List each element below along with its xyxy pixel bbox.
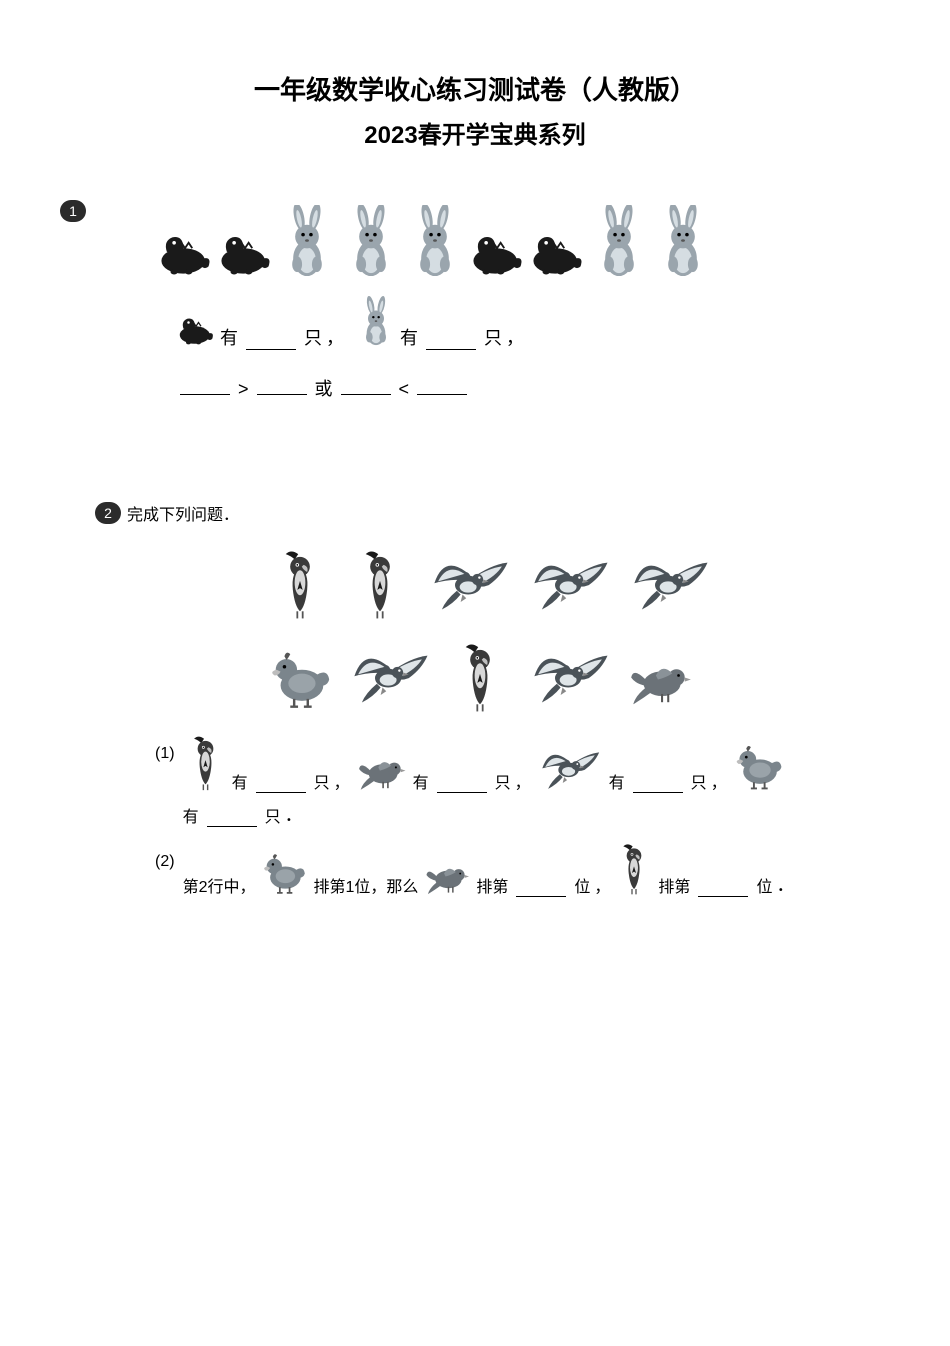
label-period: ．: [776, 871, 794, 897]
worksheet-subtitle: 2023春开学宝典系列: [50, 115, 900, 150]
blank-input[interactable]: [180, 377, 230, 395]
eagle-icon: [345, 630, 435, 715]
parrot-icon: [345, 547, 415, 622]
blank-input[interactable]: [417, 377, 467, 395]
q2-badge: 2: [95, 502, 121, 524]
label-has: 有: [220, 324, 238, 350]
parrot-icon: [445, 640, 515, 715]
question-1: 1 有 只 ， 有 只: [60, 200, 900, 401]
q2-grid-row-1: [265, 537, 900, 622]
label-unit: 只: [314, 769, 330, 793]
q2-sub2-content: 第2行中， 排第1位，那么 排第 位 ， 排第 位 ．: [183, 841, 795, 897]
label-comma: ，: [515, 769, 531, 793]
rabbit-icon: [588, 205, 650, 280]
eagle-icon: [625, 537, 715, 622]
parrot-icon: [265, 547, 335, 622]
label-has: 有: [609, 769, 625, 793]
dragon-icon: [176, 305, 216, 350]
q2-sub2-rank1: 排第1位，那么: [313, 873, 418, 897]
blank-input[interactable]: [256, 775, 306, 793]
label-comma: ，: [326, 324, 344, 350]
worksheet-header: 一年级数学收心练习测试卷（人教版） 2023春开学宝典系列: [50, 70, 900, 150]
label-unit: 只: [691, 769, 707, 793]
q1-badge: 1: [60, 200, 86, 222]
blank-input[interactable]: [633, 775, 683, 793]
blank-input[interactable]: [246, 332, 296, 350]
label-comma: ，: [594, 873, 610, 897]
gt-symbol: >: [238, 379, 249, 400]
parrot-icon: [183, 733, 228, 793]
blank-input[interactable]: [698, 879, 748, 897]
q1-animal-row: [156, 205, 900, 280]
label-unit: 只: [484, 324, 502, 350]
label-has: 有: [413, 769, 429, 793]
duck-icon: [731, 738, 786, 793]
rabbit-icon: [404, 205, 466, 280]
sparrow-icon: [354, 745, 409, 793]
rabbit-icon: [340, 205, 402, 280]
blank-input[interactable]: [437, 775, 487, 793]
label-comma: ，: [711, 769, 727, 793]
q2-prompt: 完成下列问题．: [127, 501, 239, 525]
rabbit-icon: [356, 295, 396, 350]
dragon-icon: [216, 220, 274, 280]
lt-symbol: <: [399, 379, 410, 400]
or-label: 或: [315, 375, 333, 401]
q2-sub1-label: (1): [155, 745, 175, 763]
q2-sub2-rankblank: 排第: [476, 873, 508, 897]
dragon-icon: [156, 220, 214, 280]
q2-sub1-content: 有 只 ， 有 只 ， 有 只 ， 有 只 ．: [183, 733, 900, 827]
sparrow-icon: [625, 640, 695, 715]
label-has: 有: [400, 324, 418, 350]
parrot-icon: [614, 841, 654, 897]
q2-sub2-label: (2): [155, 853, 175, 871]
sparrow-icon: [422, 853, 472, 897]
label-period: ．: [285, 801, 303, 827]
label-comma: ，: [506, 324, 524, 350]
q1-compare-line: > 或 <: [176, 375, 900, 401]
q2-grid-row-2: [265, 630, 900, 715]
q2-sub2-rankblank: 排第: [658, 873, 690, 897]
rabbit-icon: [276, 205, 338, 280]
duck-icon: [259, 847, 309, 897]
question-2: 2 完成下列问题． (1) 有 只 ， 有: [95, 501, 900, 897]
eagle-icon: [525, 630, 615, 715]
q2-bird-grid: [265, 537, 900, 715]
label-unit: 只: [304, 324, 322, 350]
q1-count-line: 有 只 ， 有 只 ，: [176, 295, 900, 350]
label-unit: 只: [495, 769, 511, 793]
rabbit-icon: [652, 205, 714, 280]
dragon-icon: [468, 220, 526, 280]
label-unit: 只: [265, 803, 281, 827]
q2-sub2-pos: 位: [756, 873, 772, 897]
blank-input[interactable]: [341, 377, 391, 395]
eagle-icon: [535, 738, 605, 793]
duck-icon: [265, 640, 335, 715]
label-comma: ，: [334, 769, 350, 793]
eagle-icon: [425, 537, 515, 622]
blank-input[interactable]: [426, 332, 476, 350]
blank-input[interactable]: [516, 879, 566, 897]
eagle-icon: [525, 537, 615, 622]
blank-input[interactable]: [257, 377, 307, 395]
label-has: 有: [232, 769, 248, 793]
dragon-icon: [528, 220, 586, 280]
worksheet-title: 一年级数学收心练习测试卷（人教版）: [50, 70, 900, 107]
q2-sub2-pos: 位: [574, 873, 590, 897]
q2-sub2-prefix: 第2行中，: [183, 873, 256, 897]
label-has: 有: [183, 803, 199, 827]
blank-input[interactable]: [207, 809, 257, 827]
